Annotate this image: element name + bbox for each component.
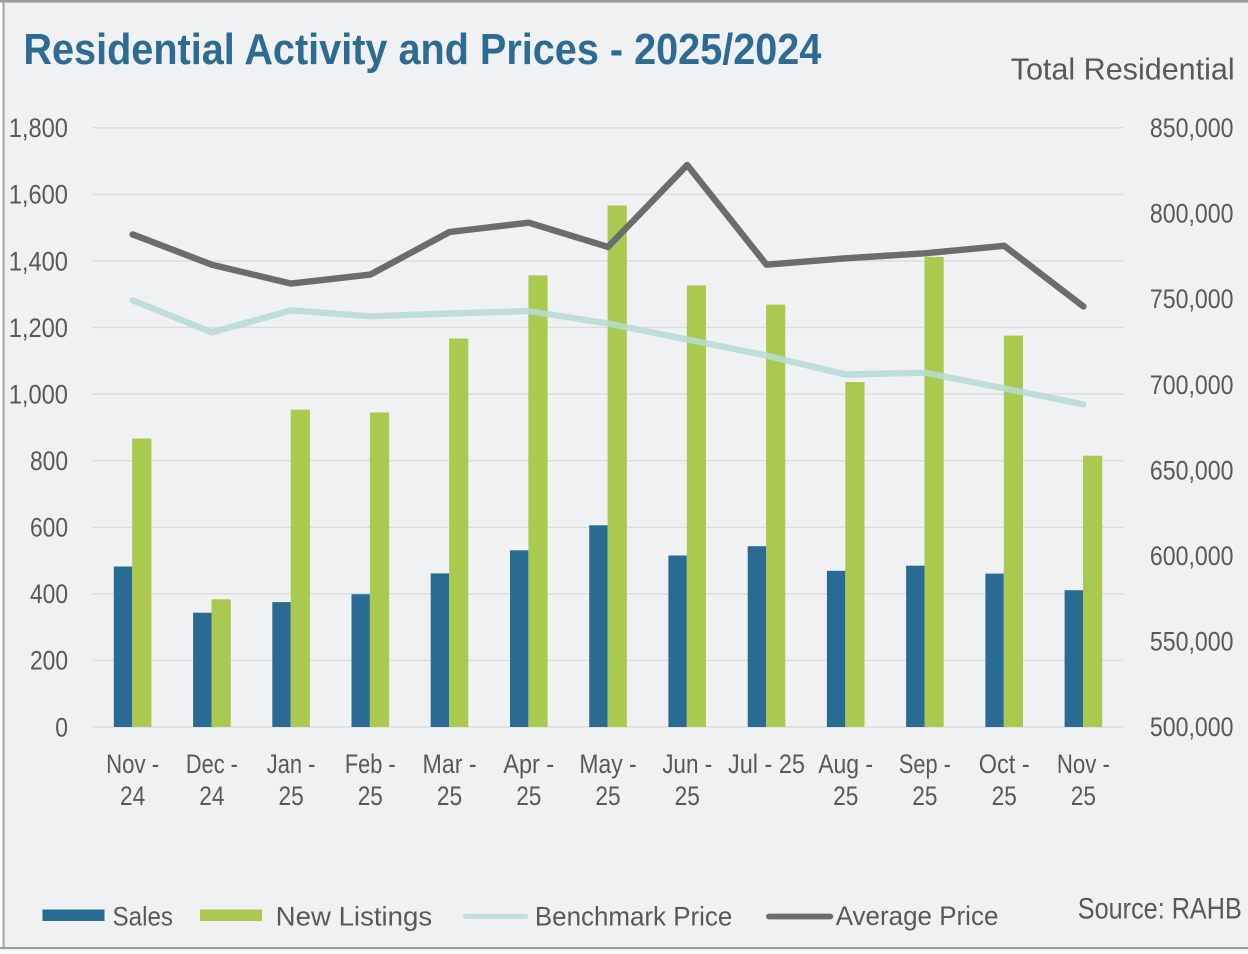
svg-text:600,000: 600,000 bbox=[1150, 541, 1234, 571]
svg-text:1,200: 1,200 bbox=[9, 313, 68, 343]
svg-text:25: 25 bbox=[358, 781, 383, 811]
svg-text:Jan -: Jan - bbox=[267, 749, 316, 779]
svg-text:New Listings: New Listings bbox=[276, 901, 433, 931]
svg-text:Aug -: Aug - bbox=[818, 749, 873, 779]
svg-text:550,000: 550,000 bbox=[1150, 627, 1234, 657]
svg-text:Nov -: Nov - bbox=[1057, 749, 1110, 779]
svg-text:25: 25 bbox=[833, 781, 858, 811]
svg-text:Jun -: Jun - bbox=[662, 749, 712, 779]
svg-text:25: 25 bbox=[1071, 781, 1096, 811]
svg-text:400: 400 bbox=[30, 579, 68, 609]
svg-text:500,000: 500,000 bbox=[1150, 712, 1234, 742]
svg-text:750,000: 750,000 bbox=[1150, 284, 1234, 314]
svg-text:850,000: 850,000 bbox=[1150, 113, 1234, 143]
svg-text:May -: May - bbox=[579, 749, 636, 779]
svg-text:25: 25 bbox=[516, 781, 541, 811]
svg-text:700,000: 700,000 bbox=[1150, 370, 1234, 400]
svg-text:Average Price: Average Price bbox=[836, 901, 999, 931]
svg-text:Jul - 25: Jul - 25 bbox=[728, 749, 805, 779]
svg-text:Source: RAHB: Source: RAHB bbox=[1078, 893, 1242, 926]
svg-text:25: 25 bbox=[595, 781, 620, 811]
svg-text:0: 0 bbox=[55, 712, 68, 742]
svg-text:Residential Activity and Price: Residential Activity and Prices - 2025/2… bbox=[23, 25, 821, 74]
svg-text:1,600: 1,600 bbox=[9, 180, 68, 210]
svg-text:25: 25 bbox=[279, 781, 304, 811]
svg-text:Sales: Sales bbox=[113, 901, 174, 931]
svg-text:24: 24 bbox=[199, 781, 224, 811]
svg-text:Feb -: Feb - bbox=[345, 749, 396, 779]
svg-text:Dec -: Dec - bbox=[186, 749, 238, 779]
svg-text:1,800: 1,800 bbox=[9, 113, 68, 143]
svg-text:650,000: 650,000 bbox=[1150, 455, 1234, 485]
svg-text:25: 25 bbox=[992, 781, 1017, 811]
svg-text:Total Residential: Total Residential bbox=[1011, 53, 1235, 87]
svg-text:Mar -: Mar - bbox=[423, 749, 477, 779]
svg-text:1,000: 1,000 bbox=[9, 379, 68, 409]
svg-text:24: 24 bbox=[120, 781, 145, 811]
svg-text:Oct -: Oct - bbox=[979, 749, 1030, 779]
svg-text:Benchmark Price: Benchmark Price bbox=[535, 901, 732, 931]
svg-text:600: 600 bbox=[30, 513, 68, 543]
svg-text:Sep -: Sep - bbox=[899, 749, 951, 779]
svg-text:800,000: 800,000 bbox=[1150, 199, 1234, 229]
svg-text:1,400: 1,400 bbox=[9, 246, 68, 276]
svg-text:Nov -: Nov - bbox=[106, 749, 159, 779]
svg-text:25: 25 bbox=[437, 781, 462, 811]
svg-text:Apr -: Apr - bbox=[503, 749, 554, 779]
svg-text:200: 200 bbox=[30, 646, 68, 676]
svg-text:25: 25 bbox=[675, 781, 700, 811]
svg-text:25: 25 bbox=[912, 781, 937, 811]
svg-text:800: 800 bbox=[30, 446, 68, 476]
